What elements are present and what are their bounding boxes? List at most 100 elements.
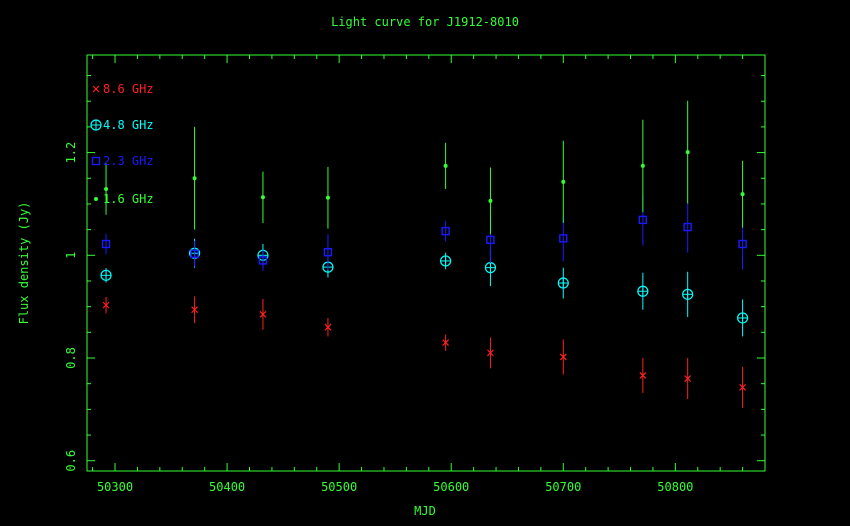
square-outline (738, 239, 747, 249)
dot-fill (488, 198, 493, 203)
data-point (442, 339, 450, 347)
data-point (740, 192, 745, 197)
data-point (738, 239, 747, 249)
dot-fill (94, 197, 98, 201)
cross-stroke (259, 310, 267, 318)
y-tick-label: 0.6 (64, 450, 78, 472)
data-point (683, 222, 692, 232)
legend-label: 8.6 GHz (103, 82, 154, 96)
x-tick-label: 50300 (97, 480, 133, 494)
legend: 8.6 GHz 4.8 GHz 2.3 GHz 1.6 GHz (90, 82, 154, 206)
data-point (192, 176, 197, 181)
square-outline (258, 256, 268, 265)
square-outline (101, 239, 111, 249)
x-axis-label: MJD (414, 504, 436, 518)
cross-stroke (92, 85, 100, 93)
data-point (488, 198, 493, 203)
legend-marker (90, 119, 102, 131)
y-axis-label: Flux density (Jy) (17, 202, 31, 325)
square-outline (190, 249, 199, 258)
chart-title: Light curve for J1912-8010 (331, 15, 519, 29)
data-point (440, 255, 452, 267)
cross-stroke (487, 349, 494, 357)
data-point (102, 301, 110, 309)
dot-fill (561, 179, 566, 184)
dot-fill (685, 150, 690, 155)
dot-fill (192, 176, 197, 181)
square-outline (323, 248, 333, 257)
data-point (104, 187, 109, 192)
data-point (640, 163, 645, 168)
square-outline (91, 156, 101, 166)
square-outline (683, 222, 692, 232)
x-tick-label: 50400 (209, 480, 245, 494)
cross-stroke (639, 372, 647, 379)
data-point (101, 239, 111, 249)
x-tick-label: 50500 (321, 480, 357, 494)
data-point (325, 195, 330, 200)
y-tick-label: 1.2 (64, 142, 78, 164)
data-point (190, 249, 199, 258)
dot-fill (325, 195, 330, 200)
cross-stroke (191, 306, 199, 314)
x-tick-label: 50800 (657, 480, 693, 494)
x-tick-label: 50700 (545, 480, 581, 494)
data-point (100, 269, 112, 281)
data-point (324, 323, 332, 331)
y-tick-label: 1 (64, 252, 78, 259)
data-point (557, 277, 569, 289)
legend-marker (92, 85, 100, 93)
legend-marker (94, 197, 98, 201)
legend-item: 1.6 GHz (94, 192, 154, 206)
y-tick-label: 0.8 (64, 347, 78, 369)
legend-label: 2.3 GHz (103, 154, 154, 168)
square-outline (638, 215, 648, 225)
cross-stroke (684, 375, 692, 382)
data-point (637, 285, 649, 297)
plot-frame (86, 54, 766, 472)
data-point (443, 163, 448, 168)
cross-stroke (739, 383, 747, 391)
square-outline (441, 226, 450, 236)
x-axis: 50300 50400 50500 50600 50700 50800 (92, 55, 766, 494)
data-point (323, 248, 333, 257)
legend-item: 8.6 GHz (92, 82, 154, 96)
cross-stroke (324, 323, 332, 331)
data-point (191, 306, 199, 314)
legend-item: 4.8 GHz (90, 118, 154, 132)
data-point (559, 353, 567, 361)
data-point (259, 310, 267, 318)
square-outline (486, 235, 495, 245)
data-point (639, 372, 647, 379)
data-point (561, 179, 566, 184)
cross-stroke (102, 301, 110, 309)
data-point (441, 226, 450, 236)
data-point (258, 256, 268, 265)
dot-fill (104, 187, 109, 192)
series-8-6-ghz (102, 296, 747, 408)
series-2-3-ghz (101, 194, 747, 271)
legend-item: 2.3 GHz (91, 154, 154, 168)
x-tick-label: 50600 (433, 480, 469, 494)
dot-fill (443, 163, 448, 168)
y-axis: 0.6 0.8 1 1.2 (64, 75, 765, 472)
data-point (260, 195, 265, 200)
cross-stroke (442, 339, 450, 347)
series-1-6-ghz (104, 100, 745, 235)
data-point (739, 383, 747, 391)
dot-fill (260, 195, 265, 200)
data-point (638, 215, 648, 225)
dot-fill (740, 192, 745, 197)
legend-marker (91, 156, 101, 166)
data-point (682, 288, 694, 300)
square-outline (559, 234, 568, 243)
legend-label: 4.8 GHz (103, 118, 154, 132)
data-point (484, 262, 497, 274)
dot-fill (640, 163, 645, 168)
data-point (685, 150, 690, 155)
data-point (684, 375, 692, 382)
data-point (559, 234, 568, 243)
cross-stroke (559, 353, 567, 361)
data-series (100, 100, 749, 408)
